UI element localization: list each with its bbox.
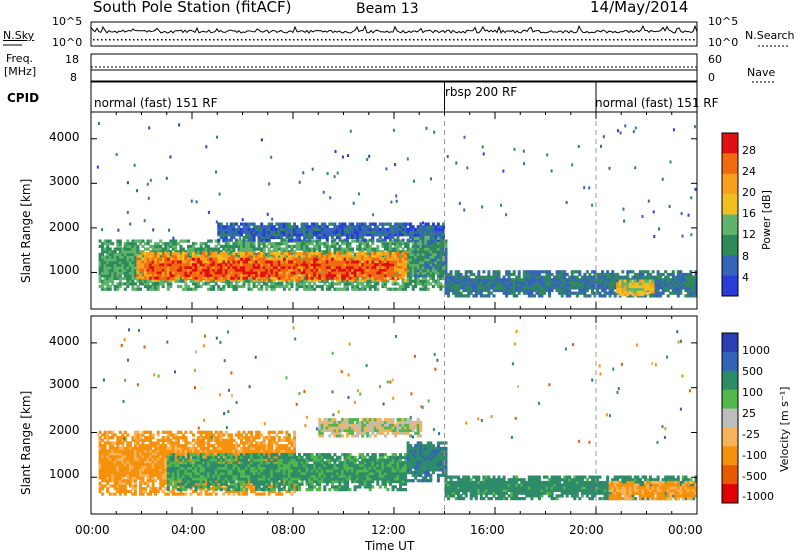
power-ylabel: Slant Range [km] (19, 178, 33, 283)
scatter-region-6 (444, 270, 697, 298)
cpid-segment-2: rbsp 200 RF (445, 85, 518, 99)
scatter-region-3 (146, 257, 397, 280)
velocity-ytick-2000: 2000 (49, 423, 80, 437)
velocity-heatmap (97, 326, 697, 501)
xtick-1200: 12:00 (371, 523, 406, 537)
velocity-cb-tick-1000: 1000 (742, 344, 770, 357)
freq-strip-frame (90, 53, 698, 82)
strip-traces (3, 24, 790, 83)
velocity-colorbar (721, 332, 739, 504)
velocity-ylabel: Slant Range [km] (19, 390, 33, 495)
scatter-region-4 (217, 222, 445, 242)
power-cb-tick-16: 16 (742, 207, 756, 220)
power-cb-tick-28: 28 (742, 144, 756, 157)
power-cb-tick-12: 12 (742, 228, 756, 241)
station-title: South Pole Station (fitACF) (93, 0, 292, 16)
nsky-trace (90, 24, 698, 34)
beam-label: Beam 13 (356, 1, 419, 17)
nsky-tick-bottom: 10^0 (52, 36, 83, 49)
velocity-cb-tick-500: 500 (742, 365, 763, 378)
velocity-cb-tick-m100: -100 (742, 449, 767, 462)
scatter-region-5 (414, 236, 448, 278)
power-cb-tick-4: 4 (742, 271, 749, 284)
power-heatmap (96, 122, 697, 298)
xtick-1600: 16:00 (470, 523, 505, 537)
cpid-strip-frame (90, 81, 698, 113)
nsearch-label: N.Search (745, 29, 795, 42)
velocity-ytick-1000: 1000 (49, 467, 80, 481)
xtick-0000: 00:00 (75, 523, 110, 537)
velocity-cb-tick-100: 100 (742, 386, 763, 399)
velocity-cb-tick-m500: -500 (742, 470, 767, 483)
date-label: 14/May/2014 (590, 0, 689, 16)
power-cb-tick-8: 8 (742, 250, 749, 263)
scatter-region-2 (166, 453, 408, 492)
nsearch-tick-top: 10^5 (708, 15, 739, 28)
power-cb-tick-24: 24 (742, 165, 756, 178)
cpid-label: CPID (7, 91, 40, 105)
velocity-cb-tick-25: 25 (742, 407, 756, 420)
sparse-echoes (97, 326, 691, 445)
nave-tick-top: 60 (708, 53, 722, 66)
power-ytick-4000: 4000 (49, 130, 80, 144)
xtick-2400: 00:00 (668, 523, 703, 537)
nave-tick-bottom: 0 (708, 71, 715, 84)
scatter-region-7 (616, 279, 655, 297)
power-colorbar-label: Power [dB] (760, 190, 773, 250)
velocity-cb-tick-m1000: -1000 (742, 490, 774, 503)
scatter-region-4 (406, 441, 448, 483)
power-ytick-2000: 2000 (49, 220, 80, 234)
nsky-strip-frame (90, 21, 698, 47)
nsearch-tick-bottom: 10^0 (708, 36, 739, 49)
nsky-label: N.Sky (3, 29, 35, 42)
freq-tick-bottom: 8 (70, 71, 77, 84)
xtick-2000: 20:00 (569, 523, 604, 537)
xlabel: Time UT (365, 539, 415, 553)
nsky-tick-top: 10^5 (52, 15, 83, 28)
freq-tick-top: 18 (65, 53, 79, 66)
power-ytick-1000: 1000 (49, 263, 80, 277)
cpid-segment-3: normal (fast) 151 RF (595, 96, 719, 110)
freq-unit-label: [MHz] (4, 65, 37, 78)
velocity-cb-tick-m25: -25 (742, 428, 760, 441)
scatter-region-6 (608, 480, 697, 501)
xtick-0800: 08:00 (271, 523, 306, 537)
freq-label: Freq. (6, 52, 34, 65)
velocity-ytick-4000: 4000 (49, 334, 80, 348)
nave-label: Nave (747, 66, 776, 79)
scatter-region-3 (318, 418, 423, 438)
xtick-0400: 04:00 (171, 523, 206, 537)
cpid-segment-1: normal (fast) 151 RF (94, 96, 218, 110)
power-cb-tick-20: 20 (742, 186, 756, 199)
velocity-colorbar-label: Velocity [m s⁻¹] (778, 386, 791, 472)
velocity-ytick-3000: 3000 (49, 377, 80, 391)
power-ytick-3000: 3000 (49, 174, 80, 188)
sparse-echoes (96, 122, 697, 240)
power-colorbar (721, 132, 739, 297)
